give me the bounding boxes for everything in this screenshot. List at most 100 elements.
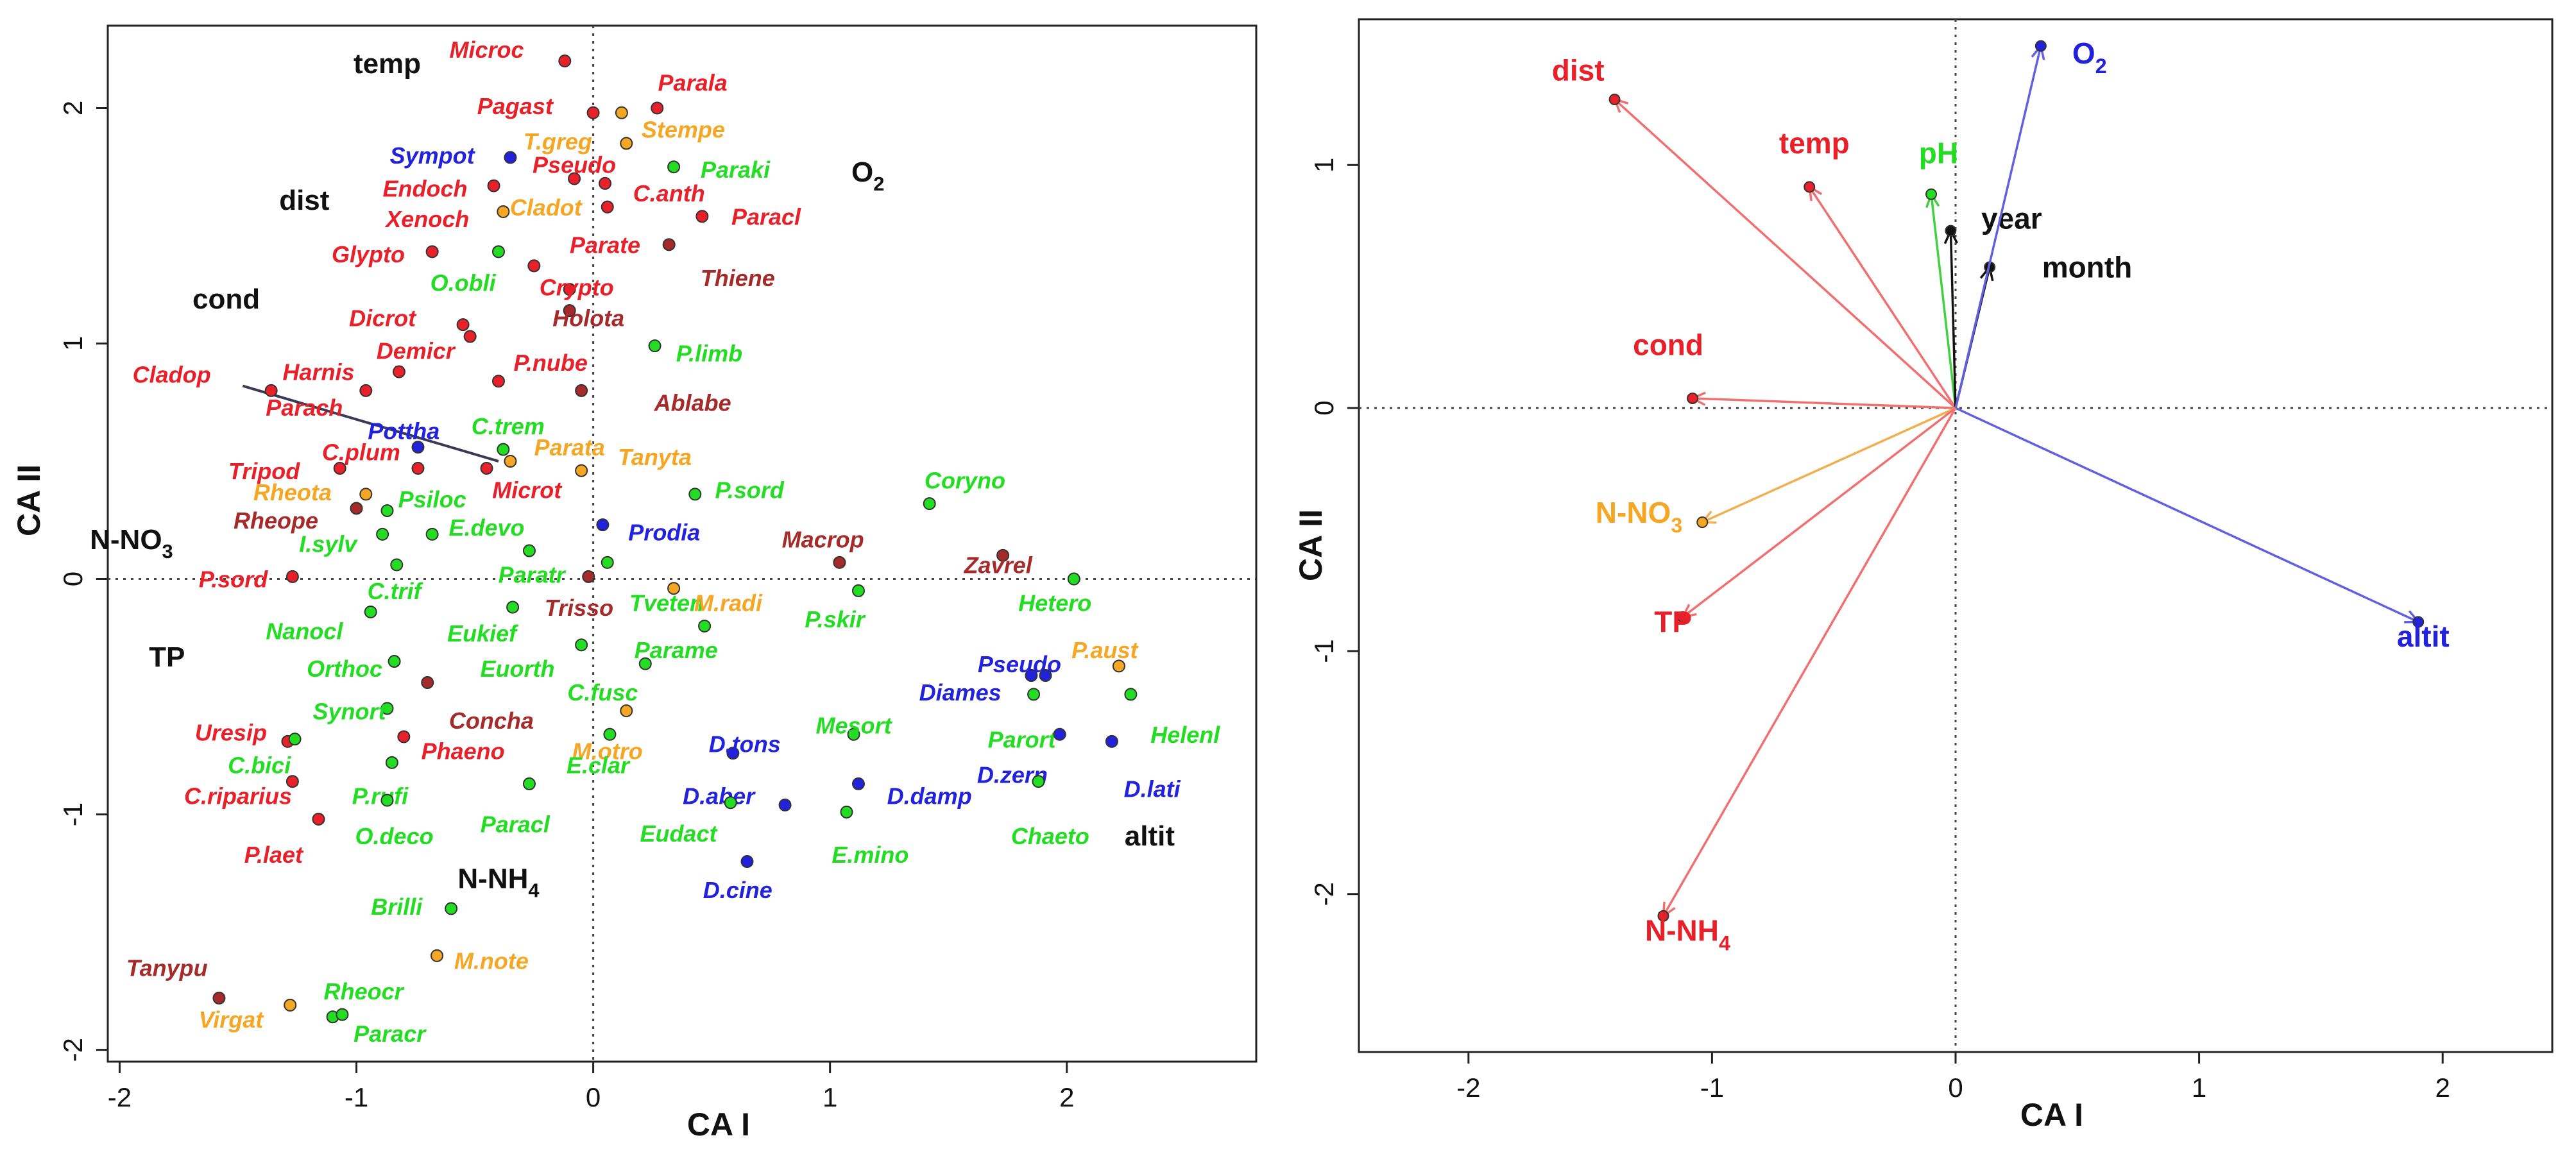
species-point-nanocl bbox=[364, 605, 377, 618]
species-point-dicrot bbox=[456, 318, 470, 332]
biplot-y-tick-label: -1 bbox=[1309, 639, 1339, 663]
species-label-xenoch: Xenoch bbox=[384, 206, 469, 232]
biplot-label-o2: O2 bbox=[2072, 37, 2107, 77]
species-label-c-anth: C.anth bbox=[633, 180, 705, 207]
species-label-p-sord: P.sord bbox=[715, 477, 784, 503]
species-label-orthoc: Orthoc bbox=[307, 656, 382, 682]
species-point-d-cine bbox=[740, 855, 754, 869]
species-label-c-bici: C.bici bbox=[228, 752, 291, 779]
species-point-pagast bbox=[586, 106, 600, 119]
species-label-e-devo: E.devo bbox=[448, 514, 524, 541]
species-label-thiene: Thiene bbox=[701, 265, 775, 291]
species-label-paratr: Paratr bbox=[499, 561, 567, 588]
biplot-x-tick-label: 1 bbox=[2192, 1073, 2206, 1103]
species-y-tick-label: -1 bbox=[58, 802, 88, 826]
species-label-macrop: Macrop bbox=[782, 526, 864, 552]
biplot-arrow-dist bbox=[1614, 98, 1957, 409]
species-label-chaeto: Chaeto bbox=[1011, 823, 1089, 849]
biplot-point-tp bbox=[1676, 611, 1689, 623]
species-point-d-lati bbox=[1105, 734, 1118, 748]
species-point-parame bbox=[698, 619, 712, 632]
species-label-d-cine: D.cine bbox=[703, 877, 772, 903]
species-label-d-tons: D.tons bbox=[709, 731, 781, 758]
species-point-virgat bbox=[284, 998, 297, 1012]
species-point-o-deco bbox=[380, 793, 394, 807]
biplot-y-tick-label: 1 bbox=[1309, 158, 1339, 173]
species-point-paratr bbox=[522, 544, 536, 557]
species-point-tanypu bbox=[212, 991, 226, 1005]
biplot-y-tick-label: 0 bbox=[1309, 400, 1339, 415]
species-label-diames: Diames bbox=[919, 679, 1002, 706]
species-label-eukief: Eukief bbox=[447, 620, 518, 647]
species-label-m-radi: M.radi bbox=[694, 590, 763, 616]
biplot-point-dist bbox=[1608, 94, 1621, 106]
species-point-cladot bbox=[497, 205, 510, 218]
species-point-endoch bbox=[487, 179, 500, 192]
biplot-point-year bbox=[1945, 225, 1957, 237]
species-point-eukief bbox=[506, 600, 520, 614]
species-point-p-aust bbox=[1112, 659, 1125, 673]
species-label-virgat: Virgat bbox=[199, 1006, 265, 1033]
species-point-tripod bbox=[333, 462, 346, 475]
species-point-orthoc bbox=[388, 655, 401, 668]
species-label-coryno: Coryno bbox=[925, 468, 1005, 494]
biplot-label-dist: dist bbox=[1552, 53, 1605, 87]
biplot-label-year: year bbox=[1981, 202, 2042, 235]
species-point-pseudo bbox=[1025, 669, 1038, 683]
species-label-parach: Parach bbox=[266, 395, 343, 421]
species-label-c-trif: C.trif bbox=[368, 578, 423, 604]
species-label-p-aust: P.aust bbox=[1071, 637, 1139, 663]
species-point-parata bbox=[504, 455, 517, 468]
species-point-p-sord bbox=[286, 570, 299, 583]
species-point-p-skir bbox=[851, 584, 865, 597]
species-point-d-damp bbox=[851, 777, 865, 790]
species-point-o-obli bbox=[491, 245, 505, 259]
species-label-brilli: Brilli bbox=[371, 894, 423, 920]
species-point-p-laet bbox=[312, 812, 325, 826]
species-label-d-lati: D.lati bbox=[1124, 776, 1181, 802]
species-point-prodia bbox=[596, 518, 610, 532]
species-label-psiloc: Psiloc bbox=[398, 486, 466, 513]
species-point-demicr bbox=[463, 330, 477, 343]
env-label-n-no3: N-NO3 bbox=[90, 523, 173, 562]
env-label-n-nh4: N-NH4 bbox=[457, 863, 539, 901]
biplot-x-tick-label: -1 bbox=[1700, 1073, 1724, 1103]
species-label-sympot: Sympot bbox=[390, 142, 476, 169]
species-point-psiloc bbox=[380, 504, 394, 518]
species-label-paracl: Paracl bbox=[481, 811, 550, 837]
biplot-point-temp bbox=[1804, 181, 1816, 193]
biplot-point-n-no3 bbox=[1696, 516, 1709, 529]
species-label-endoch: Endoch bbox=[383, 175, 468, 201]
species-y-axis-title: CA II bbox=[11, 464, 47, 536]
biplot-x-axis-title: CA I bbox=[2020, 1097, 2083, 1133]
species-point-p-sord bbox=[688, 488, 702, 501]
biplot-arrow-cond bbox=[1692, 397, 1956, 409]
biplot-y-tick-label: -2 bbox=[1309, 882, 1339, 906]
species-label-t-greg: T.greg bbox=[524, 128, 592, 155]
species-label-p-limb: P.limb bbox=[676, 340, 742, 366]
species-point-trisso bbox=[582, 570, 595, 583]
species-point-xenoch bbox=[601, 200, 614, 214]
species-label-parata: Parata bbox=[534, 434, 605, 461]
species-label-p-laet: P.laet bbox=[244, 842, 304, 868]
species-label-c-riparius: C.riparius bbox=[184, 783, 292, 809]
species-label-dicrot: Dicrot bbox=[349, 305, 417, 331]
biplot-point-o2 bbox=[2034, 40, 2047, 52]
species-label-microc: Microc bbox=[449, 37, 524, 63]
species-point-rheope bbox=[350, 502, 363, 515]
species-point-c-bici bbox=[288, 733, 302, 746]
biplot-arrow-n-nh4 bbox=[1662, 407, 1957, 917]
species-label-nanocl: Nanocl bbox=[266, 618, 343, 644]
biplot-arrow-altit bbox=[1955, 407, 2419, 624]
species-pointer-line bbox=[242, 384, 499, 462]
species-point-coryno bbox=[923, 497, 936, 511]
species-y-tick-label: -2 bbox=[58, 1038, 88, 1062]
species-label-p-sord: P.sord bbox=[199, 566, 268, 593]
species-label-m-note: M.note bbox=[454, 947, 529, 974]
biplot-label-temp: temp bbox=[1779, 126, 1850, 160]
species-label-trisso: Trisso bbox=[545, 595, 613, 621]
species-x-tick-label: -1 bbox=[345, 1082, 368, 1112]
species-point-euorth bbox=[575, 638, 588, 652]
species-point-p-limb bbox=[648, 339, 661, 353]
species-label-eudact: Eudact bbox=[640, 820, 718, 847]
